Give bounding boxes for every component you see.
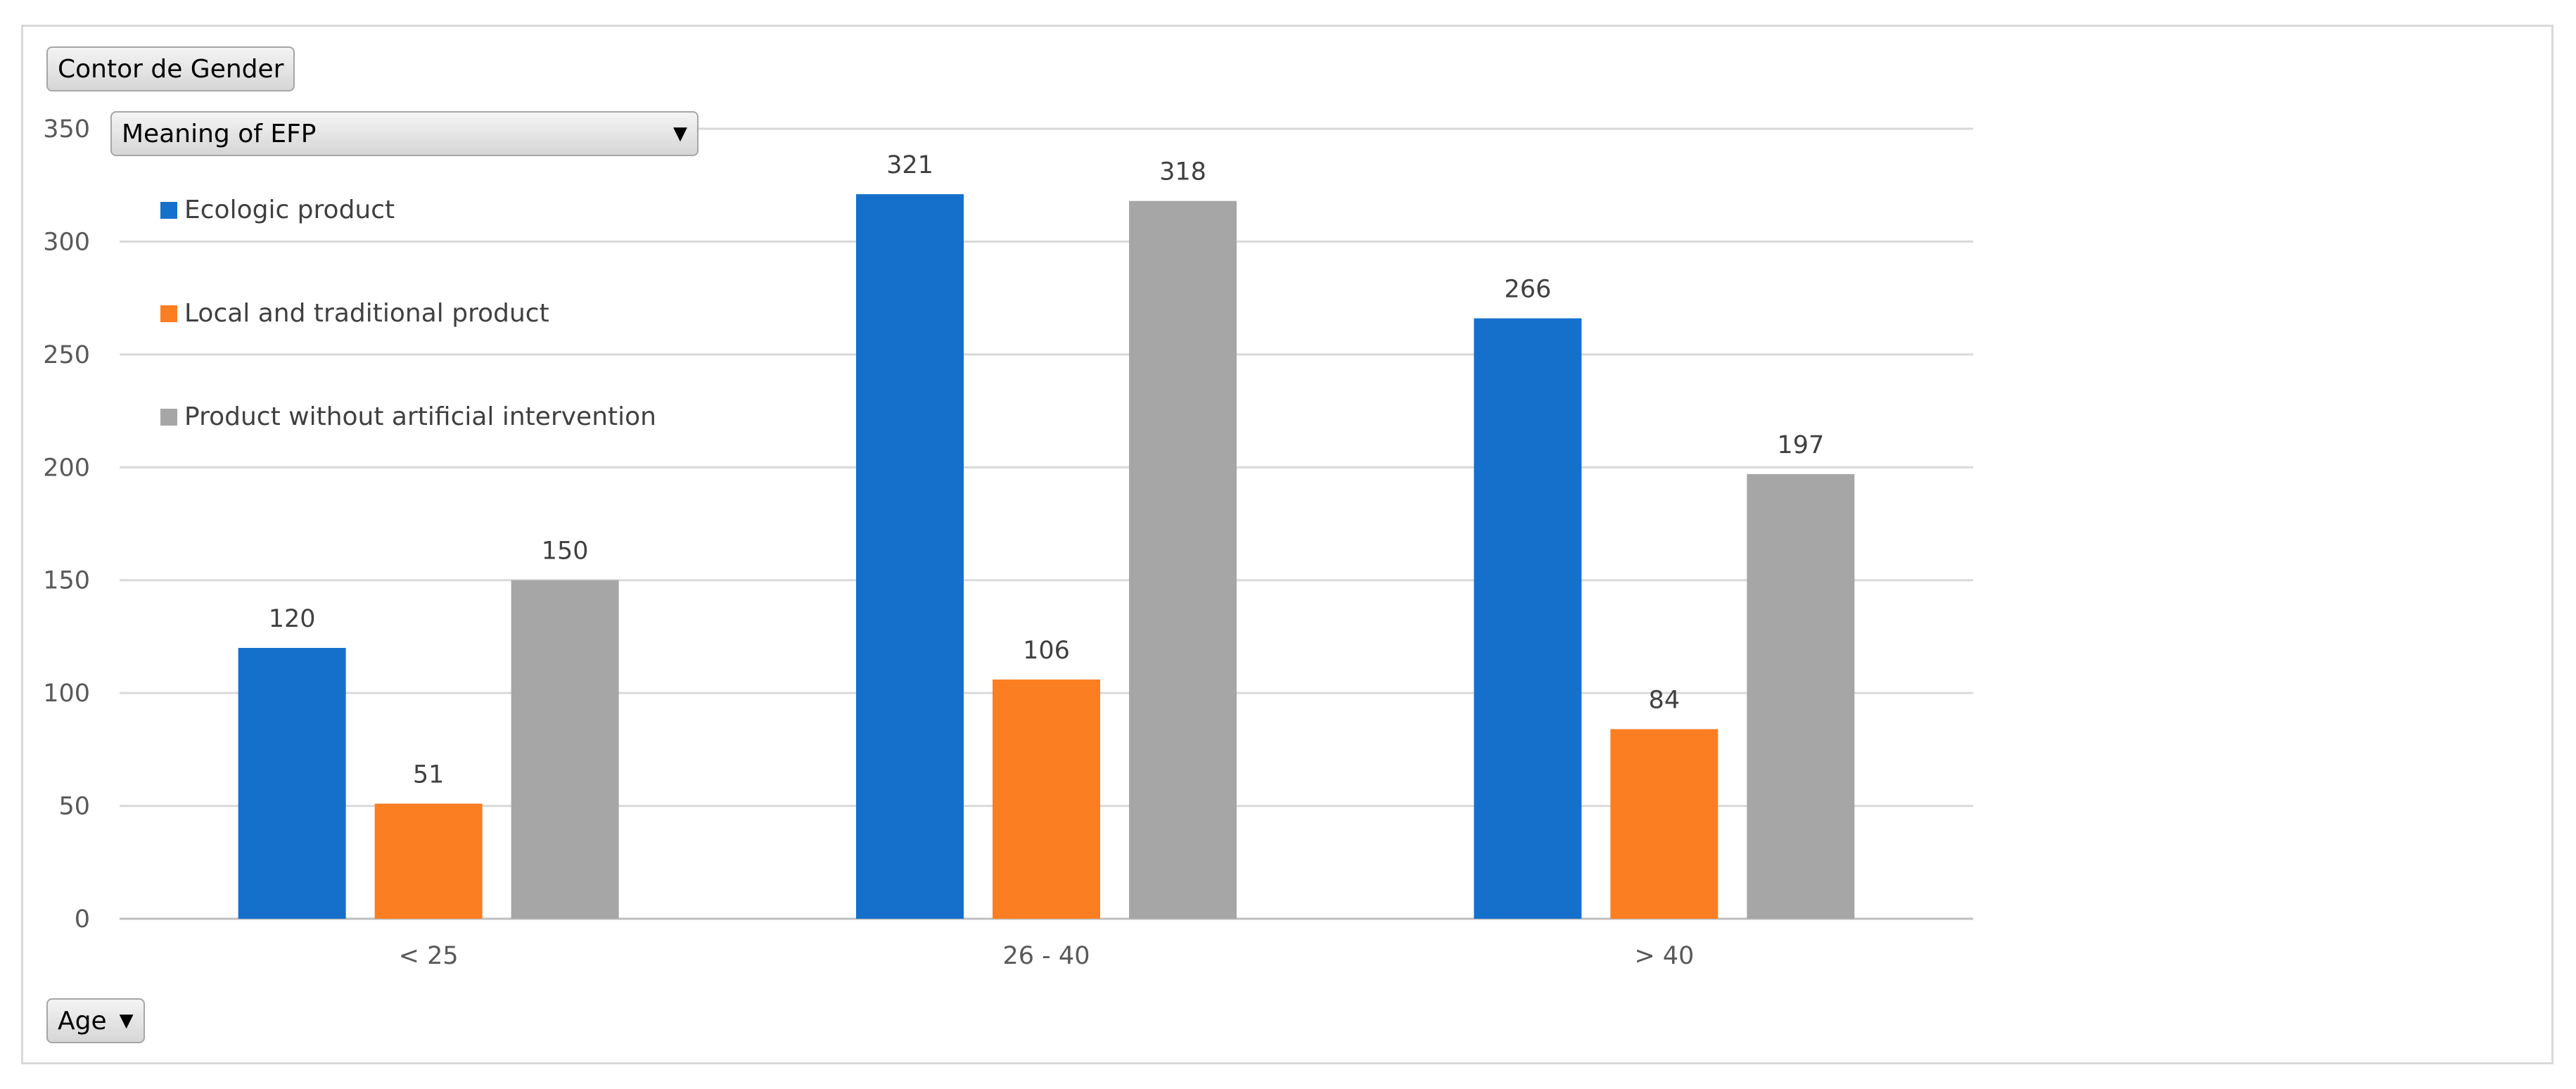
legend-swatch xyxy=(160,408,177,426)
bar[interactable] xyxy=(1610,729,1719,919)
bar[interactable] xyxy=(1474,318,1582,919)
y-tick-label: 150 xyxy=(43,567,90,595)
chevron-down-icon: ▼ xyxy=(119,1010,134,1031)
y-tick-label: 50 xyxy=(58,793,90,821)
legend-item-natural: Product without artificial intervention xyxy=(160,402,656,431)
y-tick-label: 200 xyxy=(43,454,90,482)
bar[interactable] xyxy=(993,679,1100,919)
y-tick-label: 300 xyxy=(43,228,90,256)
legend-item-local: Local and traditional product xyxy=(160,299,549,328)
data-label: 120 xyxy=(269,605,316,633)
meaning-of-efp-label: Meaning of EFP xyxy=(122,119,317,148)
y-tick-label: 250 xyxy=(43,341,90,369)
x-tick-label: > 40 xyxy=(1634,942,1694,970)
gender-field-label: Contor de Gender xyxy=(58,54,284,84)
x-tick-label: 26 - 40 xyxy=(1003,942,1090,970)
bar[interactable] xyxy=(1129,200,1237,919)
chevron-down-icon: ▼ xyxy=(673,123,687,144)
bar[interactable] xyxy=(856,194,964,919)
meaning-of-efp-dropdown[interactable]: Meaning of EFP ▼ xyxy=(110,111,699,156)
legend-label: Ecologic product xyxy=(184,196,395,224)
data-label: 84 xyxy=(1649,686,1681,714)
legend-item-ecologic: Ecologic product xyxy=(160,196,395,224)
legend-label: Local and traditional product xyxy=(184,299,549,328)
data-label: 266 xyxy=(1504,276,1551,304)
x-axis: < 25 26 - 40 > 40 xyxy=(399,942,1695,970)
data-label: 321 xyxy=(886,151,933,179)
y-tick-label: 0 xyxy=(75,905,90,934)
bar[interactable] xyxy=(1747,473,1855,919)
gender-field-button[interactable]: Contor de Gender xyxy=(46,46,295,91)
data-label: 51 xyxy=(413,760,445,789)
bar[interactable] xyxy=(511,580,619,919)
bars xyxy=(238,194,1855,919)
y-axis: 0 50 100 150 200 250 300 350 xyxy=(43,115,90,934)
x-tick-label: < 25 xyxy=(399,942,459,970)
y-tick-label: 100 xyxy=(43,680,90,708)
bar[interactable] xyxy=(238,647,346,919)
age-dropdown-label: Age xyxy=(58,1006,107,1036)
legend-swatch xyxy=(160,305,177,322)
data-label: 197 xyxy=(1777,431,1824,459)
data-label: 150 xyxy=(542,537,589,566)
age-dropdown[interactable]: Age ▼ xyxy=(46,998,145,1043)
data-label: 106 xyxy=(1023,637,1070,665)
legend-label: Product without artificial intervention xyxy=(184,402,656,431)
bar[interactable] xyxy=(374,803,483,919)
data-labels: 120 51 150 321 106 318 266 84 197 xyxy=(269,151,1824,789)
legend-swatch xyxy=(160,201,177,219)
y-tick-label: 350 xyxy=(43,115,90,144)
data-label: 318 xyxy=(1159,158,1206,186)
